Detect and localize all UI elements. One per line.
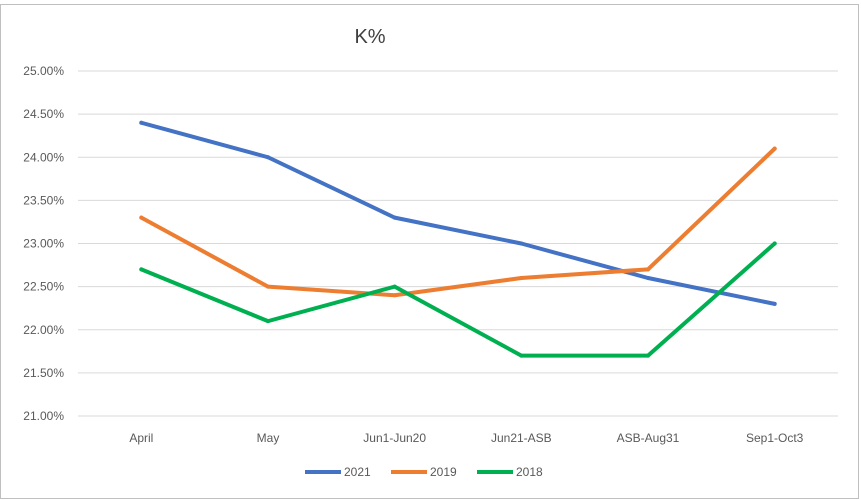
x-tick-label: Jun21-ASB [491,431,552,445]
y-tick-label: 21.50% [23,366,64,380]
legend-label: 2019 [430,465,457,479]
x-tick-label: Jun1-Jun20 [363,431,426,445]
legend-label: 2018 [516,465,543,479]
data-point [139,267,144,272]
y-tick-label: 23.00% [23,237,64,251]
y-tick-label: 23.50% [23,193,64,207]
series-line-2018 [139,241,777,358]
series-line-2021 [139,120,777,306]
data-point [392,293,397,298]
x-tick-label: April [129,431,153,445]
x-tick-label: ASB-Aug31 [617,431,680,445]
chart-title: K% [354,26,385,48]
x-tick-label: Sep1-Oct3 [746,431,804,445]
legend-label: 2021 [344,465,371,479]
data-point [392,284,397,289]
data-point [266,319,270,324]
x-tick-label: May [257,431,280,445]
y-tick-label: 22.50% [23,280,64,294]
data-point [266,284,270,289]
data-point [392,215,397,220]
data-point [519,276,524,280]
data-point [519,241,524,246]
data-point [772,241,777,246]
series-lines [139,120,777,358]
data-point [646,353,650,358]
data-point [772,146,777,151]
y-tick-label: 22.00% [23,323,64,337]
data-point [646,267,650,272]
data-point [139,215,144,220]
data-point [646,276,650,280]
data-point [266,155,270,160]
series-line-2019 [139,146,777,298]
data-point [139,120,144,125]
y-tick-label: 25.00% [23,64,64,78]
y-tick-label: 24.50% [23,107,64,121]
y-axis-tick-labels: 21.00% 21.50% 22.00% 22.50% 23.00% 23.50% 24.0… [23,64,64,423]
y-tick-label: 24.00% [23,150,64,164]
legend: 2021 2019 2018 [305,465,543,479]
y-tick-label: 21.00% [23,409,64,423]
x-axis-tick-labels: April May Jun1-Jun20 Jun21-ASB ASB-Aug31 Sep1… [129,431,803,445]
sheet-grid-strip [0,0,861,6]
gridlines [78,70,838,417]
data-point [519,353,524,358]
data-point [772,301,777,306]
